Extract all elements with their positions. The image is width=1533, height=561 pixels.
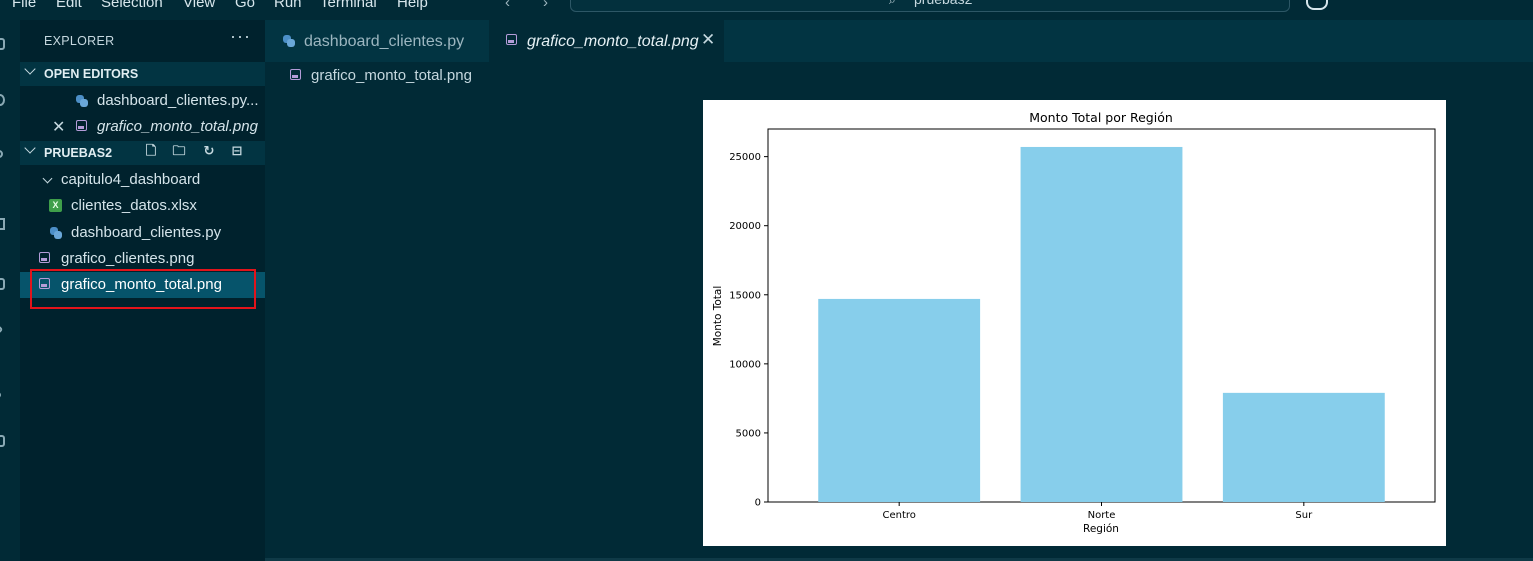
panel-border: [265, 558, 1533, 561]
menu-go[interactable]: Go: [235, 0, 256, 11]
menu-view[interactable]: View: [183, 0, 216, 11]
image-icon: [39, 278, 50, 289]
image-icon: [290, 69, 301, 80]
chevron-down-icon: [42, 173, 53, 184]
remote-explorer-icon[interactable]: [0, 324, 4, 335]
excel-icon: X: [49, 199, 62, 212]
open-editors-header[interactable]: OPEN EDITORS: [20, 62, 265, 86]
activity-bar: [0, 20, 20, 561]
y-tick-label: 5000: [736, 428, 761, 439]
copilot-icon[interactable]: [1306, 0, 1328, 10]
chevron-down-icon: [24, 142, 36, 154]
y-tick-label: 15000: [729, 290, 761, 301]
x-tick-label: Norte: [1088, 510, 1116, 521]
new-folder-icon[interactable]: 🗀: [172, 143, 186, 158]
close-tab-icon[interactable]: ✕: [701, 30, 716, 49]
refresh-icon[interactable]: ↻: [203, 143, 215, 158]
new-file-icon[interactable]: 🗋: [145, 143, 157, 158]
menu-file[interactable]: File: [12, 0, 37, 11]
chart-title: Monto Total por Región: [1029, 110, 1173, 125]
tree-folder[interactable]: capitulo4_dashboard: [20, 167, 265, 193]
explorer-sidebar: EXPLORER ··· OPEN EDITORS dashboard_clie…: [20, 20, 265, 561]
python-icon: [283, 35, 295, 47]
command-center[interactable]: ⌕ pruebas2: [570, 0, 1290, 12]
workspace-label: PRUEBAS2: [44, 146, 113, 160]
y-tick-label: 0: [755, 498, 761, 509]
open-editor-item[interactable]: dashboard_clientes.py...: [20, 88, 265, 114]
file-label: dashboard_clientes.py: [71, 224, 222, 241]
collapse-all-icon[interactable]: ⊟: [231, 143, 243, 158]
command-center-label: pruebas2: [914, 0, 972, 7]
highlight-annotation-box: [30, 269, 256, 309]
tab-grafico-monto-total[interactable]: grafico_monto_total.png ✕: [489, 20, 724, 62]
open-editor-item[interactable]: ✕ grafico_monto_total.png: [20, 114, 265, 140]
tab-label: grafico_monto_total.png: [527, 33, 699, 50]
search-icon[interactable]: [0, 94, 5, 106]
breadcrumb: grafico_monto_total.png: [265, 62, 1533, 88]
x-tick-label: Sur: [1295, 510, 1313, 521]
testing-icon[interactable]: [0, 392, 1, 398]
workspace-header[interactable]: PRUEBAS2 🗋 🗀 ↻ ⊟: [20, 141, 265, 165]
docker-icon[interactable]: [0, 435, 5, 447]
x-tick-label: Centro: [882, 510, 915, 521]
folder-label: capitulo4_dashboard: [61, 171, 201, 188]
chevron-down-icon: [24, 63, 36, 75]
search-icon: ⌕: [889, 0, 896, 7]
tree-file-selected[interactable]: grafico_monto_total.png: [20, 272, 265, 298]
file-label: grafico_clientes.png: [61, 250, 195, 267]
image-icon: [506, 34, 517, 45]
bar-centro: [818, 298, 981, 502]
tree-file[interactable]: X clientes_datos.xlsx: [20, 193, 265, 219]
image-icon: [76, 120, 87, 131]
file-label: clientes_datos.xlsx: [71, 197, 197, 214]
y-axis-label: Monto Total: [712, 286, 724, 347]
nav-back-icon[interactable]: ‹: [505, 0, 510, 11]
bar-sur: [1222, 392, 1385, 502]
menu-run[interactable]: Run: [274, 0, 302, 11]
python-icon: [76, 95, 88, 107]
breadcrumb-file-label[interactable]: grafico_monto_total.png: [311, 67, 472, 84]
y-tick-label: 25000: [729, 152, 761, 163]
close-icon[interactable]: ✕: [52, 119, 66, 136]
menu-help[interactable]: Help: [397, 0, 428, 11]
file-label: grafico_monto_total.png: [61, 276, 222, 293]
open-editor-label: grafico_monto_total.png: [97, 118, 258, 135]
menu-edit[interactable]: Edit: [56, 0, 82, 11]
tree-file[interactable]: grafico_clientes.png: [20, 246, 265, 272]
editor-tab-bar: dashboard_clientes.py grafico_monto_tota…: [265, 20, 1533, 62]
explorer-title: EXPLORER: [44, 34, 115, 48]
extensions-icon[interactable]: [0, 278, 5, 290]
source-control-icon[interactable]: [0, 150, 3, 158]
explorer-icon[interactable]: [0, 38, 5, 50]
nav-forward-icon[interactable]: ›: [543, 0, 548, 11]
tree-file[interactable]: dashboard_clientes.py: [20, 220, 265, 246]
open-editor-label: dashboard_clientes.py...: [97, 92, 259, 109]
tab-dashboard-clientes[interactable]: dashboard_clientes.py: [265, 20, 489, 62]
menu-terminal[interactable]: Terminal: [320, 0, 377, 11]
more-actions-icon[interactable]: ···: [230, 26, 251, 46]
menu-bar: File Edit Selection View Go Run Terminal…: [0, 0, 1533, 20]
tab-label: dashboard_clientes.py: [304, 33, 465, 50]
image-icon: [39, 252, 50, 263]
open-editors-label: OPEN EDITORS: [44, 67, 139, 81]
x-axis-label: Región: [1083, 523, 1119, 535]
bar-norte: [1020, 146, 1183, 502]
run-debug-icon[interactable]: [0, 218, 5, 230]
python-icon: [50, 227, 62, 239]
y-tick-label: 20000: [729, 221, 761, 232]
menu-selection[interactable]: Selection: [101, 0, 163, 11]
y-tick-label: 10000: [729, 359, 761, 370]
bar-chart: Monto Total por Región 0 5000 10000 15000 20…: [712, 110, 1436, 535]
chart-image: Monto Total por Región 0 5000 10000 15000 20…: [703, 100, 1446, 546]
